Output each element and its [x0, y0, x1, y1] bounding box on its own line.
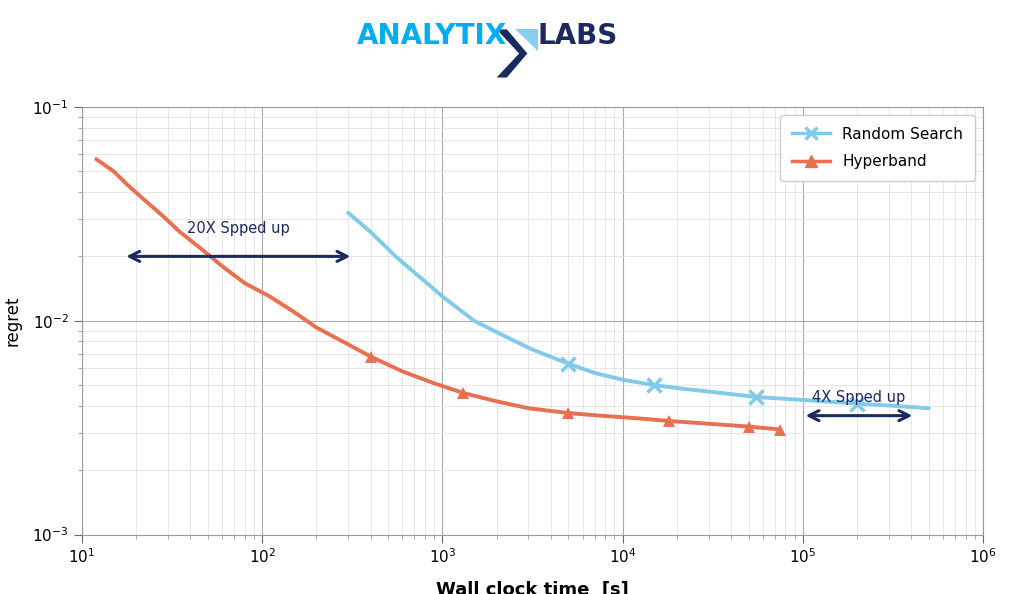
Text: 20X Spped up: 20X Spped up: [187, 220, 290, 236]
Y-axis label: regret: regret: [3, 295, 22, 346]
Text: LABS: LABS: [538, 21, 617, 50]
Legend: Random Search, Hyperband: Random Search, Hyperband: [779, 115, 976, 181]
Polygon shape: [515, 30, 538, 51]
Text: 4X Spped up: 4X Spped up: [812, 390, 905, 405]
Polygon shape: [497, 30, 527, 78]
X-axis label: Wall clock time  [s]: Wall clock time [s]: [436, 580, 629, 594]
Text: ANALYTIX: ANALYTIX: [356, 21, 507, 50]
